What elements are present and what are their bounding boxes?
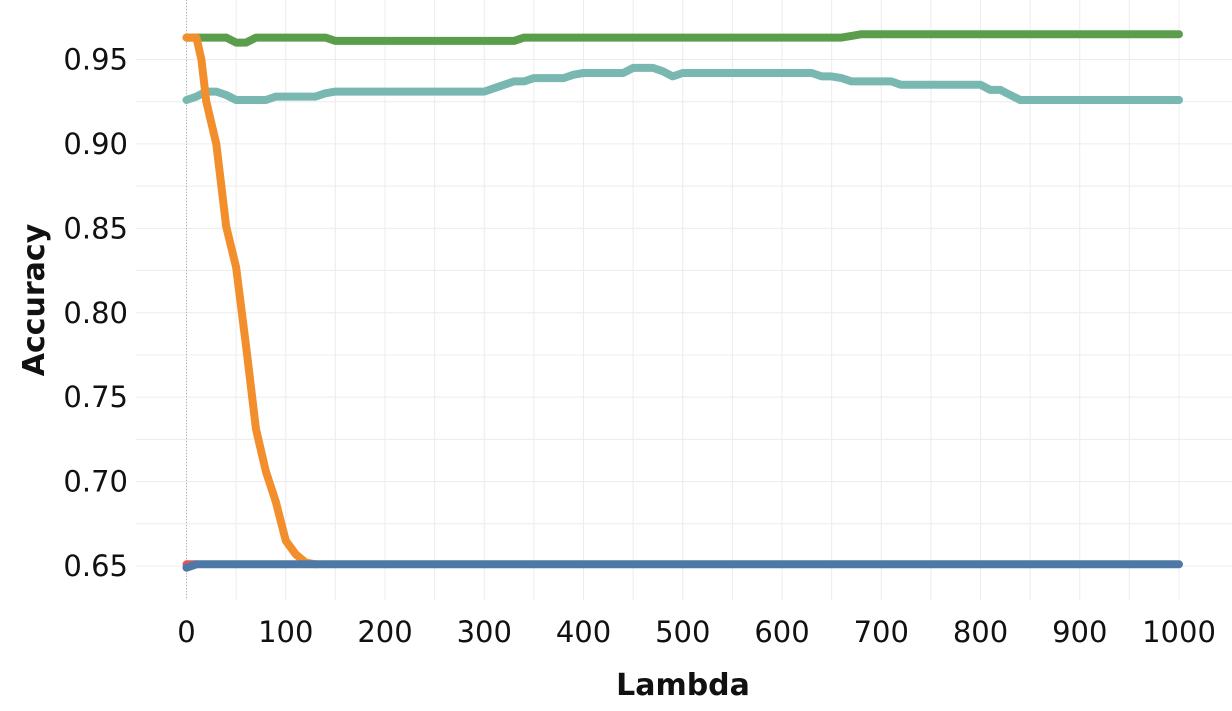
x-tick-label: 800 [953, 615, 1008, 649]
x-tick-label: 200 [357, 615, 412, 649]
grid [136, 0, 1232, 600]
x-tick-label: 1000 [1142, 615, 1216, 649]
series-lines [182, 30, 1183, 572]
x-axis-title: Lambda [616, 668, 750, 703]
y-axis-title: Accuracy [17, 223, 52, 376]
x-tick-label: 300 [457, 615, 512, 649]
series-line-2 [182, 63, 1183, 104]
series-line-1 [182, 30, 1183, 47]
y-tick-label: 0.95 [63, 43, 128, 77]
y-tick-label: 0.70 [63, 465, 128, 499]
x-tick-label: 900 [1052, 615, 1107, 649]
y-tick-label: 0.75 [63, 380, 128, 414]
series-line-3 [182, 33, 320, 569]
x-tick-label: 400 [556, 615, 611, 649]
y-tick-label: 0.80 [63, 296, 128, 330]
x-tick-label: 100 [258, 615, 313, 649]
y-tick-label: 0.85 [63, 211, 128, 245]
x-tick-label: 700 [854, 615, 909, 649]
x-tick-label: 600 [754, 615, 809, 649]
y-tick-label: 0.65 [63, 549, 128, 583]
y-tick-label: 0.90 [63, 127, 128, 161]
axes: 0 100 200 300 400 500 600 700 800 900 1000 0.65 0.70… [63, 43, 1215, 650]
series-line-5 [182, 560, 1183, 572]
x-tick-label: 0 [177, 615, 195, 649]
x-tick-label: 500 [655, 615, 710, 649]
